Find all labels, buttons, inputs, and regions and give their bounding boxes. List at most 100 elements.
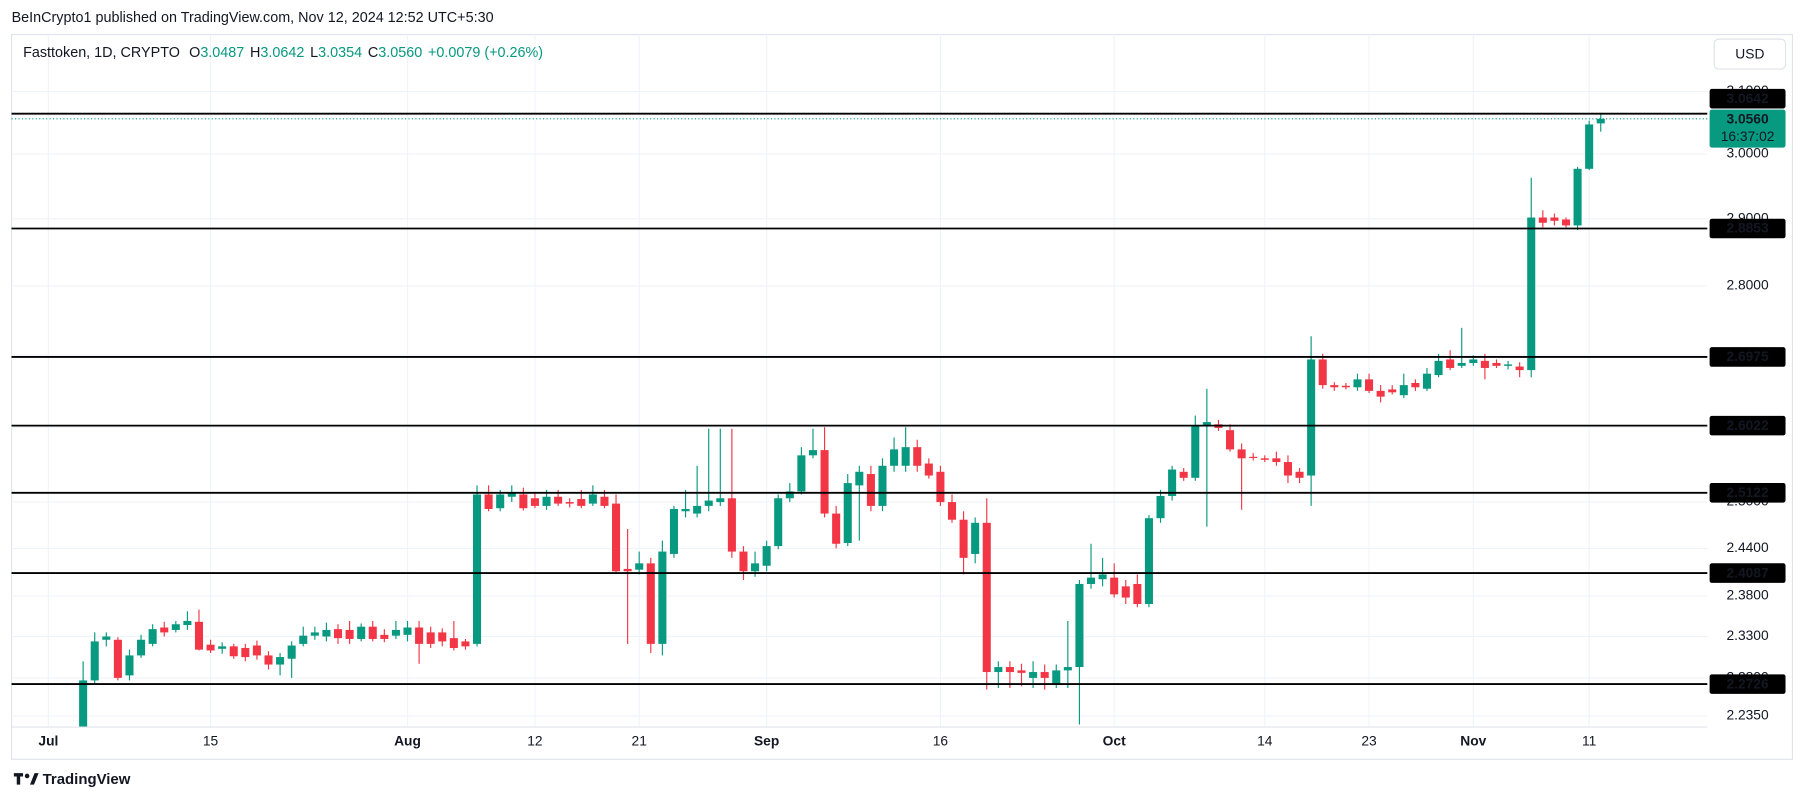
candle-body (1330, 385, 1339, 388)
candle-body (113, 639, 122, 678)
currency-button[interactable] (1713, 38, 1787, 70)
candle-body (530, 498, 539, 506)
candle-body (1492, 362, 1501, 366)
candle-body (1272, 458, 1281, 463)
candle-body (345, 629, 354, 639)
brand-logo (13, 773, 39, 785)
candle-body (1017, 670, 1026, 673)
level-label-box (1709, 415, 1786, 436)
candle-body (276, 657, 285, 665)
candle-body (391, 629, 400, 636)
candle-body (1295, 471, 1304, 478)
candle-body (1318, 359, 1327, 386)
candle-body (1411, 382, 1420, 388)
x-tick-label: Jul (38, 734, 58, 749)
levels (11, 112, 1708, 686)
candle-body (310, 632, 319, 636)
candle-body (1341, 385, 1350, 388)
candle-body (635, 563, 644, 570)
candle-body (797, 455, 806, 492)
candle-body (403, 627, 412, 635)
candle-body (79, 680, 88, 728)
x-tick-label: 23 (1361, 734, 1377, 749)
level-label-box (1709, 674, 1786, 694)
level-label: 2.4087 (1726, 565, 1769, 580)
candle-body (333, 629, 343, 639)
candle-body (1029, 672, 1038, 678)
candle-body (727, 498, 736, 552)
candle-body (148, 629, 157, 644)
published-note: BeInCrypto1 published on TradingView.com… (12, 10, 494, 26)
candle-body (287, 645, 296, 659)
candle-body (380, 634, 389, 639)
currency[interactable]: USD (1735, 46, 1764, 61)
y-tick-label: 2.8000 (1726, 277, 1769, 292)
candle-body (125, 655, 134, 676)
countdown: 16:37:02 (1721, 129, 1775, 144)
candle-body (368, 626, 377, 639)
candle-body (1249, 456, 1258, 458)
legend-value: 3.0560 (378, 45, 422, 61)
x-tick-label: 16 (933, 734, 949, 749)
candle-body (577, 499, 586, 506)
x-tick-label: Nov (1460, 734, 1486, 749)
candle-body (1052, 670, 1061, 684)
candle-body (1110, 577, 1119, 595)
legend-key: H (250, 45, 260, 61)
y-tick-label: 2.2350 (1726, 708, 1769, 723)
candle-body (623, 568, 632, 572)
candle-body (1179, 471, 1188, 478)
candle-body (1144, 518, 1153, 605)
candle-body (820, 450, 829, 514)
candle-body (612, 503, 621, 572)
candle-body (1040, 672, 1049, 678)
candle-body (461, 641, 470, 647)
candle-body (183, 620, 192, 626)
candle-body (1226, 430, 1235, 450)
candle-body (1388, 389, 1397, 393)
candle-body (565, 502, 574, 504)
candle-body (982, 522, 991, 673)
candle-body (415, 627, 424, 644)
candle-body (600, 496, 609, 506)
candle-body (241, 647, 250, 658)
chart-frame (10, 33, 1794, 760)
candle-body (669, 508, 678, 554)
level-label: 2.6975 (1726, 349, 1769, 364)
candle-body (137, 639, 146, 656)
candle-body (994, 667, 1003, 673)
candle-body (1585, 124, 1594, 169)
level-label-box (1709, 563, 1786, 583)
legend-value: 3.0487 (200, 45, 244, 61)
candle-body (832, 513, 841, 544)
x-tick-label: 21 (632, 734, 647, 749)
legend-key: C (368, 45, 378, 61)
candle-body (751, 563, 760, 572)
candle-body (1307, 359, 1316, 476)
candle-body (218, 646, 227, 649)
level-label: 2.2726 (1726, 676, 1769, 691)
candle-body (438, 632, 447, 642)
candle-body (507, 492, 516, 497)
last-price-label: 3.0560 (1726, 112, 1769, 127)
x-tick-label: Oct (1103, 734, 1126, 749)
y-tick-label: 3.0000 (1726, 146, 1769, 161)
legend-value: 3.0642 (260, 45, 304, 61)
candle-body (1596, 118, 1605, 124)
y-tick-label: 2.3300 (1726, 628, 1769, 643)
candle-body (739, 551, 748, 572)
candle-body (901, 447, 910, 466)
candle-body (646, 563, 655, 644)
candle-body (924, 463, 933, 476)
candle-body (194, 621, 204, 650)
x-tick-label: 11 (1582, 734, 1596, 749)
candle-body (472, 494, 482, 644)
candle-body (206, 644, 215, 651)
y-tick-label: 2.4400 (1726, 540, 1769, 555)
candle-body (322, 629, 331, 637)
x-tick-label: Sep (754, 734, 779, 749)
candle-body (1550, 217, 1559, 221)
candle-body (1353, 379, 1362, 388)
